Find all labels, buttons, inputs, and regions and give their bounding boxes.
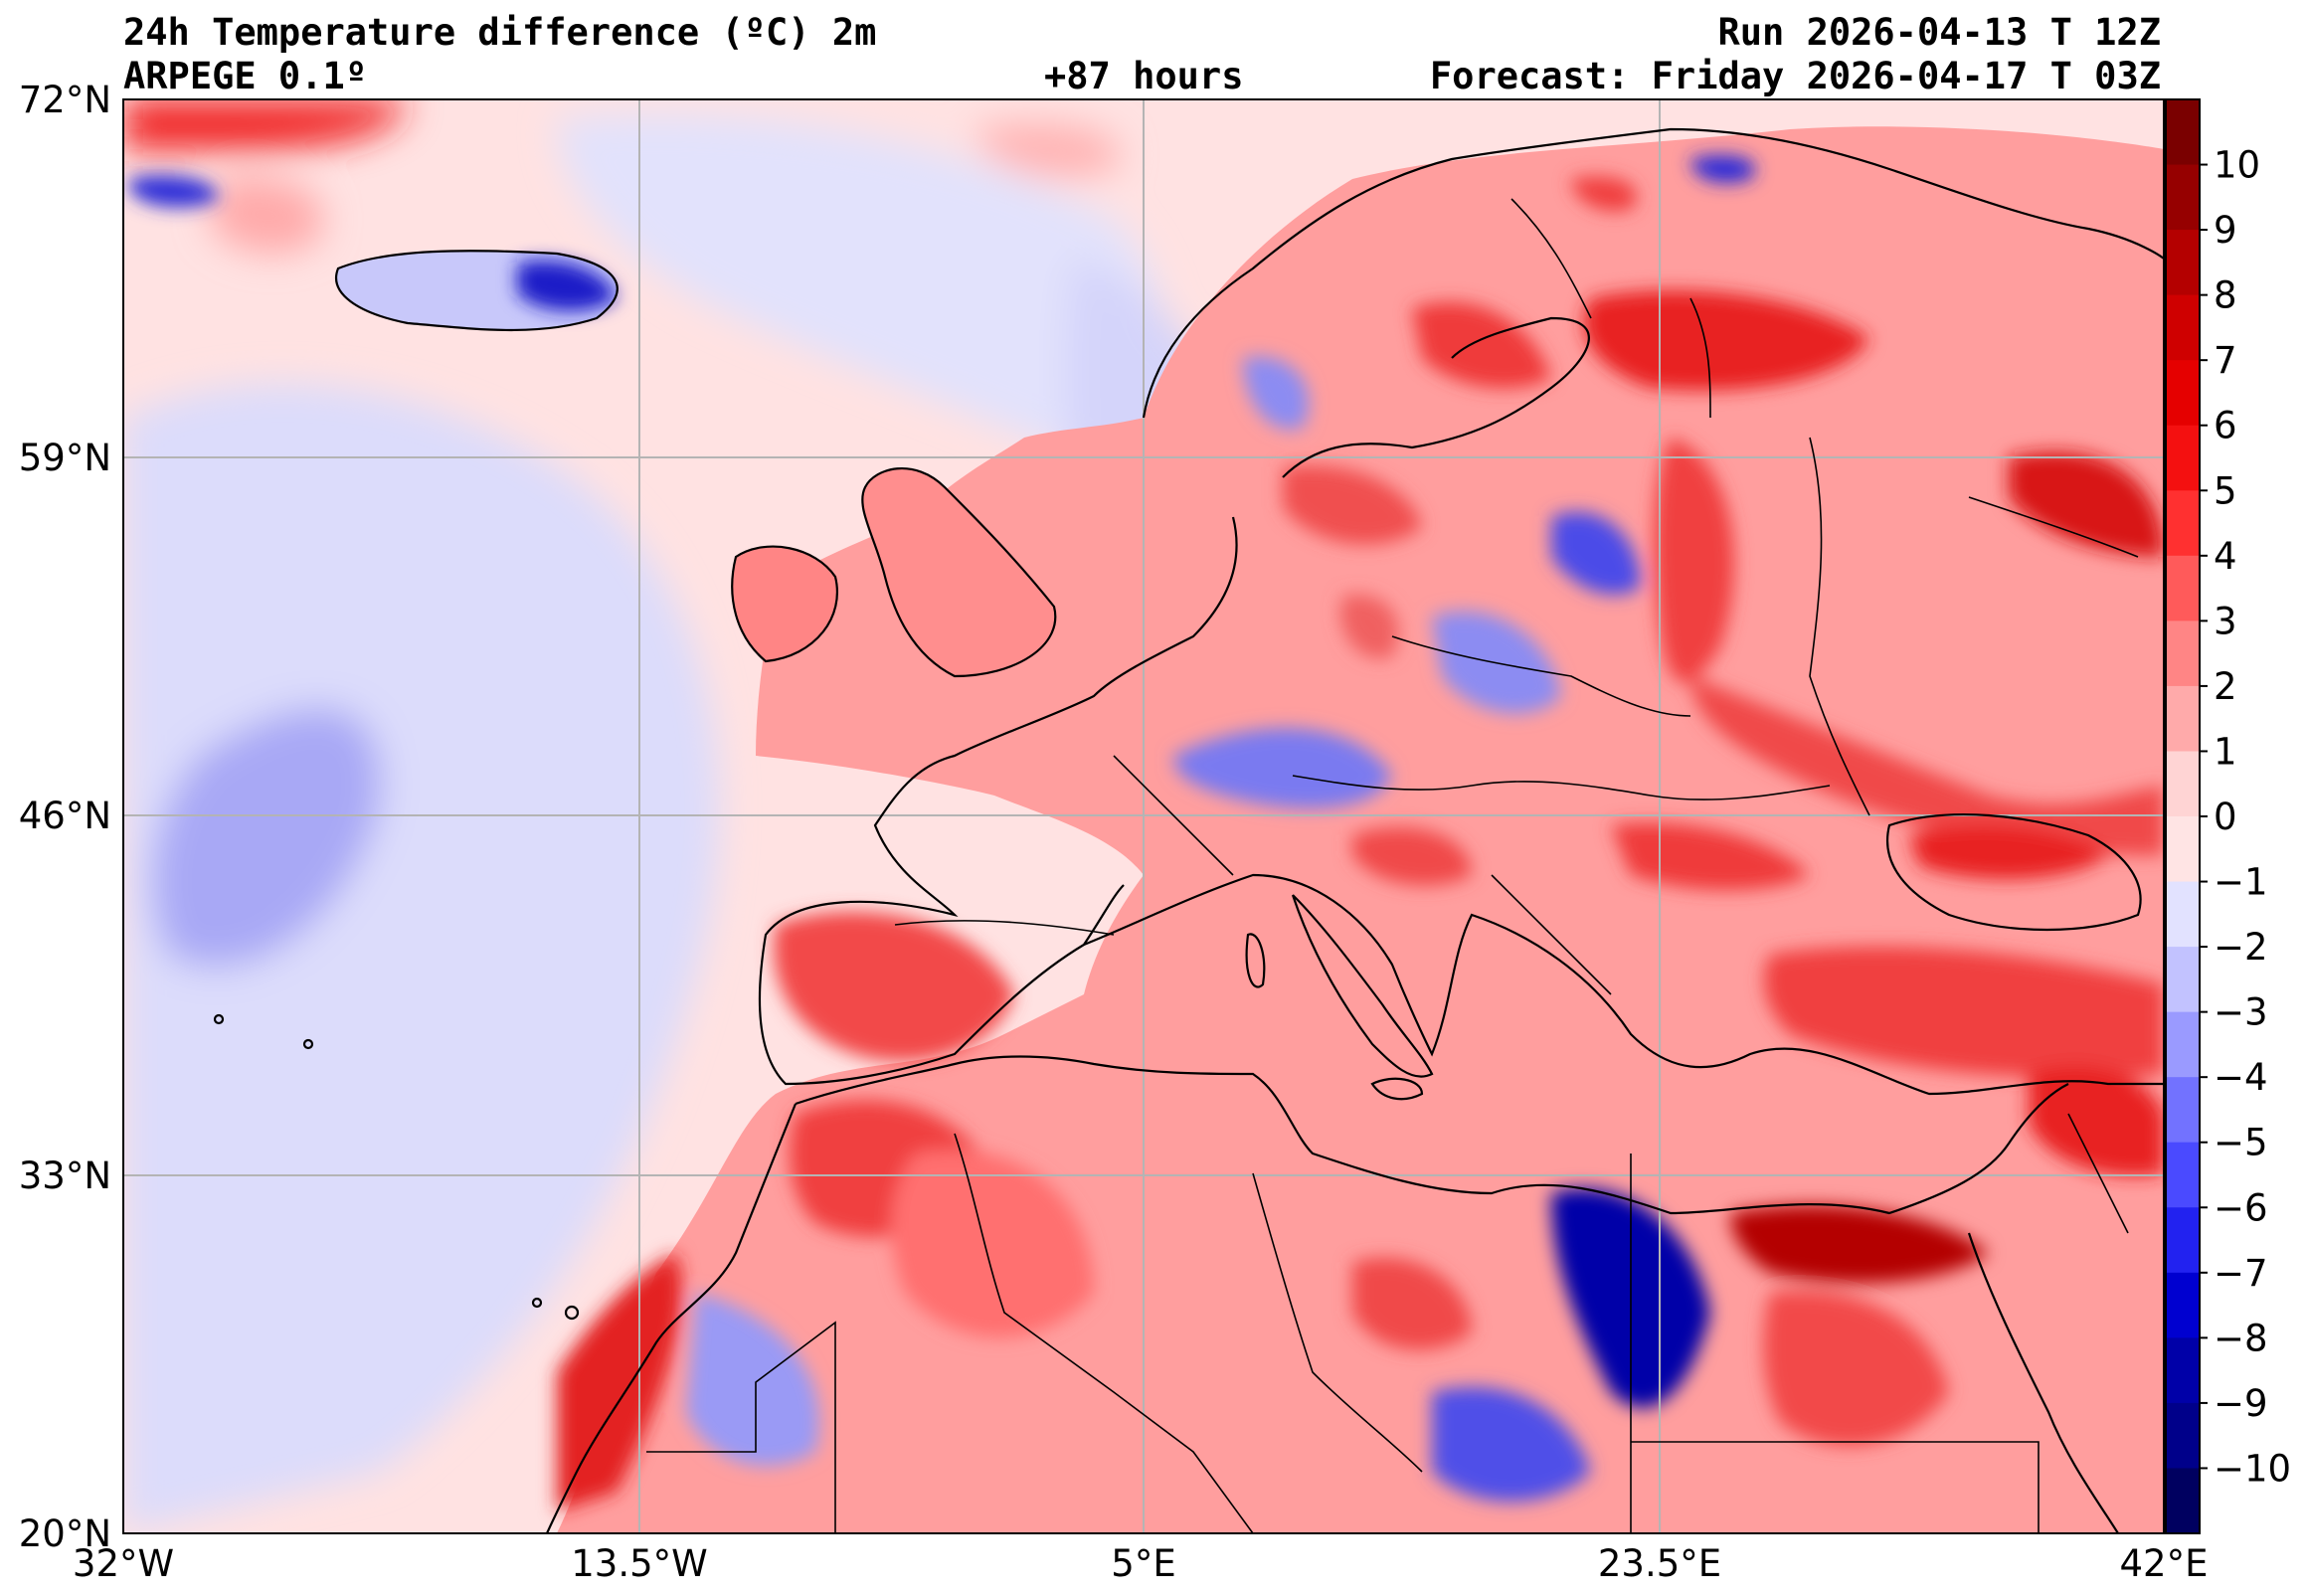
colorbar-swatch — [2166, 751, 2200, 817]
longitude-axis: 32°W 13.5°W 5°E 23.5°E 42°E — [73, 1542, 2209, 1585]
colorbar-swatch — [2166, 1272, 2200, 1338]
lon-tick-label: 23.5°E — [1598, 1542, 1721, 1585]
latitude-axis: 72°N 59°N 46°N 33°N 20°N — [19, 79, 111, 1555]
lon-tick-label: 32°W — [73, 1542, 174, 1585]
colorbar-tick-label: 1 — [2214, 730, 2237, 773]
lat-tick-label: 46°N — [19, 795, 111, 837]
colorbar-swatch — [2166, 294, 2200, 361]
colorbar-swatch — [2166, 360, 2200, 427]
colorbar-tick-label: 3 — [2214, 600, 2237, 642]
colorbar-swatch — [2166, 555, 2200, 621]
colorbar-tick-label: −4 — [2214, 1056, 2268, 1099]
country-borders — [646, 198, 2139, 1533]
colorbar-swatch — [2166, 1207, 2200, 1274]
colorbar-swatch — [2166, 621, 2200, 687]
colorbar-tick-label: 5 — [2214, 469, 2237, 512]
colorbar-swatch — [2166, 881, 2200, 948]
colorbar-tick-label: 8 — [2214, 274, 2237, 317]
colorbar-tick-label: −7 — [2214, 1252, 2268, 1295]
colorbar-tick-label: −2 — [2214, 926, 2268, 969]
colorbar-tick-label: 7 — [2214, 339, 2237, 382]
colorbar-tick-label: 9 — [2214, 209, 2237, 252]
coastlines — [213, 127, 2164, 1533]
colorbar-swatch — [2166, 1337, 2200, 1404]
colorbar-tick-label: −3 — [2214, 991, 2268, 1034]
colorbar-tick-label: 6 — [2214, 405, 2237, 447]
lon-tick-label: 13.5°W — [571, 1542, 707, 1585]
lon-tick-label: 5°E — [1111, 1542, 1175, 1585]
colorbar-swatch — [2166, 490, 2200, 557]
colorbar-swatch — [2166, 230, 2200, 296]
model-label: ARPEGE 0.1º — [123, 55, 368, 97]
colorbar-tick-label: −9 — [2214, 1382, 2268, 1425]
colorbar-swatch — [2166, 1402, 2200, 1469]
colorbar-swatch — [2166, 1468, 2200, 1534]
map-field — [123, 99, 2164, 1533]
lon-tick-label: 42°E — [2120, 1542, 2209, 1585]
colorbar-swatch — [2166, 816, 2200, 883]
colorbar-swatch — [2166, 99, 2200, 166]
colorbar-tick-label: 2 — [2214, 665, 2237, 708]
colorbar-swatch — [2166, 1142, 2200, 1208]
lat-tick-label: 33°N — [19, 1154, 111, 1197]
colorbar-swatch — [2166, 425, 2200, 491]
colorbar-tick-label: −1 — [2214, 861, 2268, 904]
colorbar-swatch — [2166, 685, 2200, 752]
colorbar-swatch — [2166, 1077, 2200, 1144]
colorbar-tick-label: 0 — [2214, 796, 2237, 838]
map-frame — [122, 98, 2165, 1534]
colorbar-swatch — [2166, 947, 2200, 1013]
colorbar-tick-label: −5 — [2214, 1122, 2268, 1164]
colorbar-tick-label: 10 — [2214, 144, 2260, 187]
lat-tick-label: 59°N — [19, 437, 111, 479]
lead-time-label: +87 hours — [1044, 55, 1244, 97]
graticule — [123, 99, 2164, 1533]
map-title: 24h Temperature difference (ºC) 2m — [123, 11, 877, 54]
forecast-label: Forecast: Friday 2026-04-17 T 03Z — [1429, 55, 2161, 97]
run-label: Run 2026-04-13 T 12Z — [1717, 11, 2161, 54]
lat-tick-label: 20°N — [19, 1512, 111, 1555]
colorbar-tick-label: 4 — [2214, 535, 2237, 578]
colorbar-swatch — [2166, 1011, 2200, 1078]
lat-tick-label: 72°N — [19, 79, 111, 121]
colorbar-tick-label: −6 — [2214, 1186, 2268, 1229]
colorbar-tick-label: −10 — [2214, 1447, 2291, 1490]
colorbar-swatch — [2166, 164, 2200, 231]
colorbar-tick-label: −8 — [2214, 1317, 2268, 1359]
